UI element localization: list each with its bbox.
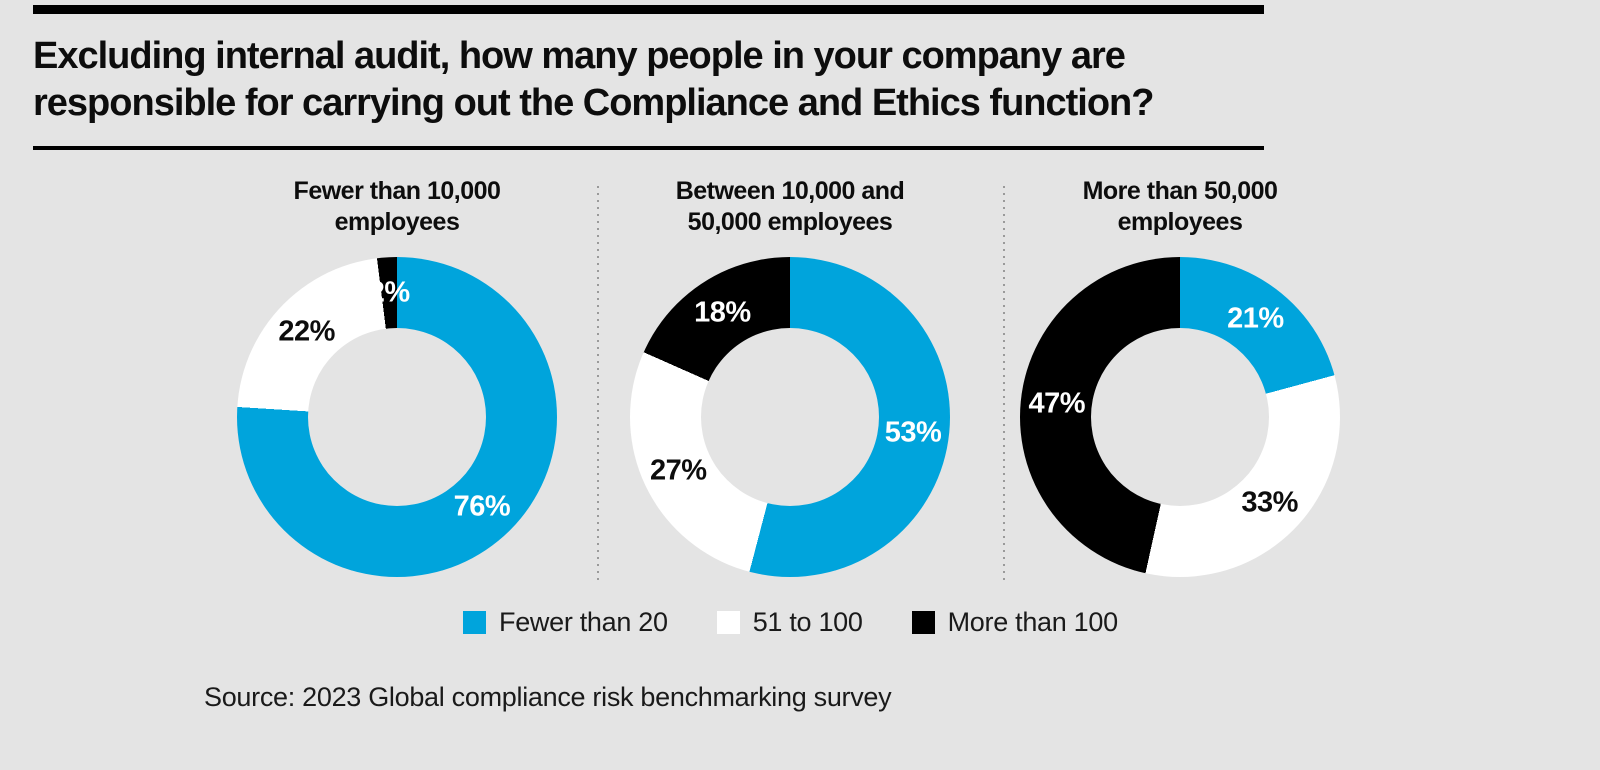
legend-swatch-white [716,611,740,634]
legend-label: More than 100 [947,607,1119,637]
legend-label: Fewer than 20 [499,607,668,637]
chart-title: More than 50,000 employees [1020,176,1340,238]
legend-item-fewer-than-20: Fewer than 20 [463,607,668,638]
donut-chart-more-than-50000-employees: More than 50,000 employees 21% 33% 47% [1020,176,1340,596]
chart-title: Between 10,000 and 50,000 employees [630,176,950,238]
slice-label: 21% [1227,302,1284,335]
donut-chart-between-10000-and-50000-employees: Between 10,000 and 50,000 employees 53% … [630,176,950,596]
slice-label: 53% [884,416,942,449]
chart-title-line2: employees [334,208,460,236]
chart-title-line1: Fewer than 10,000 [293,177,501,205]
donut-ring: 76% 22% 2% [237,257,557,577]
slice-label: 47% [1028,387,1085,420]
donut-hole [1091,328,1269,506]
legend-item-more-than-100: More than 100 [911,607,1119,638]
slice-label: 76% [453,490,511,523]
page-title-line1: Excluding internal audit, how many peopl… [33,35,1126,77]
chart-title-line1: More than 50,000 [1082,177,1278,205]
title-underline [33,146,1264,150]
page-title-line2: responsible for carrying out the Complia… [33,82,1154,124]
divider-dotted-2 [1003,186,1005,584]
slice-label: 27% [649,454,707,487]
legend-swatch-black [911,611,935,634]
chart-title-line1: Between 10,000 and [675,177,905,205]
donut-hole [701,328,879,506]
source-note: Source: 2023 Global compliance risk benc… [204,682,892,712]
legend: Fewer than 20 51 to 100 More than 100 [463,607,1118,638]
slice-label: 2% [368,276,410,309]
slice-label: 22% [278,315,335,348]
slice-label: 18% [694,296,751,329]
top-rule [33,5,1264,14]
chart-title-line2: 50,000 employees [687,208,893,236]
legend-item-51-to-100: 51 to 100 [716,607,863,638]
chart-title-line2: employees [1117,208,1243,236]
slice-label: 33% [1241,486,1298,519]
page-title: Excluding internal audit, how many peopl… [33,33,1293,127]
legend-label: 51 to 100 [752,607,863,637]
legend-swatch-blue [463,611,486,634]
donut-ring: 21% 33% 47% [1020,257,1340,577]
donut-ring: 53% 27% 18% [630,257,950,577]
donut-chart-fewer-than-10000-employees: Fewer than 10,000 employees 76% 22% 2% [237,176,557,596]
divider-dotted-1 [597,186,599,584]
donut-hole [308,328,486,506]
chart-title: Fewer than 10,000 employees [237,176,557,238]
